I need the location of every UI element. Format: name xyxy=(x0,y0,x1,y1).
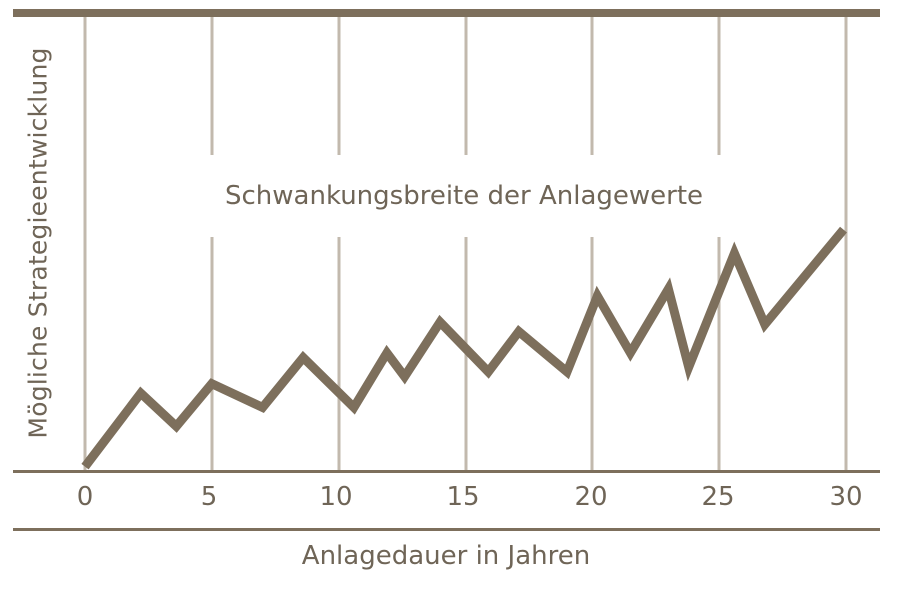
fluctuation-annotation: Schwankungsbreite der Anlagewerte xyxy=(224,181,704,211)
x-tick: 0 xyxy=(76,482,94,512)
x-tick: 10 xyxy=(319,482,353,512)
x-axis-baseline xyxy=(13,470,880,473)
strategy-line xyxy=(81,226,847,470)
bottom-rule xyxy=(13,528,880,531)
x-tick: 15 xyxy=(446,482,480,512)
x-tick: 5 xyxy=(200,482,218,512)
x-tick: 25 xyxy=(701,482,735,512)
x-axis-label: Anlagedauer in Jahren xyxy=(301,541,591,571)
gridlines xyxy=(83,17,848,470)
top-frame-bar xyxy=(13,9,880,17)
x-tick: 30 xyxy=(829,482,863,512)
y-axis-label: Mögliche Strategieentwicklung xyxy=(23,47,53,439)
x-tick: 20 xyxy=(574,482,608,512)
